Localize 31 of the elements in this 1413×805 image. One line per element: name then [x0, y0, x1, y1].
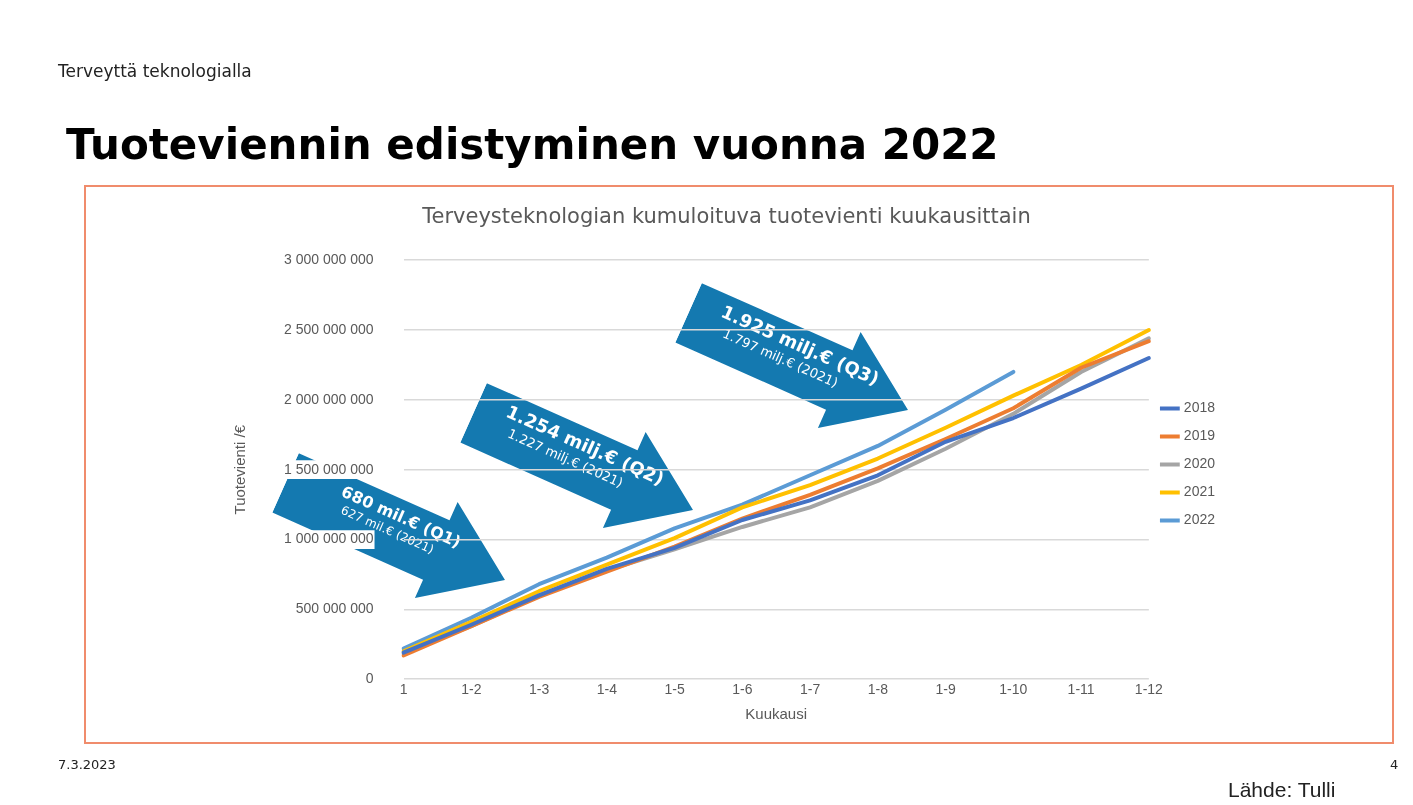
legend-label: 2018 — [1183, 399, 1216, 416]
legend-label: 2021 — [1183, 483, 1216, 500]
x-axis-title: Kuukausi — [745, 705, 808, 723]
y-tick-label: 0 — [365, 670, 374, 687]
x-tick-label: 1-5 — [664, 681, 685, 698]
x-tick-label: 1-7 — [799, 681, 821, 698]
y-tick-label: 2 500 000 000 — [284, 320, 374, 337]
x-tick-label: 1-4 — [596, 681, 618, 698]
y-tick-label: 3 000 000 000 — [284, 251, 374, 268]
x-tick-label: 1-9 — [935, 681, 956, 698]
y-tick-label: 1 500 000 000 — [284, 460, 374, 477]
legend-label: 2020 — [1183, 455, 1216, 472]
x-tick-label: 1-12 — [1134, 681, 1164, 698]
text: Lähde: Tulli — [1228, 778, 1336, 802]
legend-label: 2019 — [1183, 427, 1216, 444]
x-tick-label: 1-6 — [732, 681, 753, 698]
x-tick-label: 1-3 — [528, 681, 550, 698]
chart-subtitle: Terveysteknologian kumuloituva tuotevienti kuukausittain — [421, 204, 1031, 229]
legend-label: 2022 — [1183, 511, 1216, 528]
x-tick-label: 1 — [399, 681, 408, 698]
text: 7.3.2023 — [58, 757, 116, 772]
text: Terveyttä teknologialla — [58, 61, 252, 81]
y-tick-label: 2 000 000 000 — [284, 390, 374, 407]
y-axis-title: Tuotevienti /€ — [231, 424, 249, 515]
x-tick-label: 1-11 — [1067, 681, 1095, 698]
x-tick-label: 1-2 — [461, 681, 482, 698]
text: 4 — [1390, 757, 1399, 772]
x-tick-label: 1-8 — [867, 681, 889, 698]
x-tick-label: 1-10 — [999, 681, 1028, 698]
chart-title: Tuoteviennin edistyminen vuonna 2022 — [66, 120, 999, 169]
y-tick-label: 500 000 000 — [295, 600, 374, 617]
